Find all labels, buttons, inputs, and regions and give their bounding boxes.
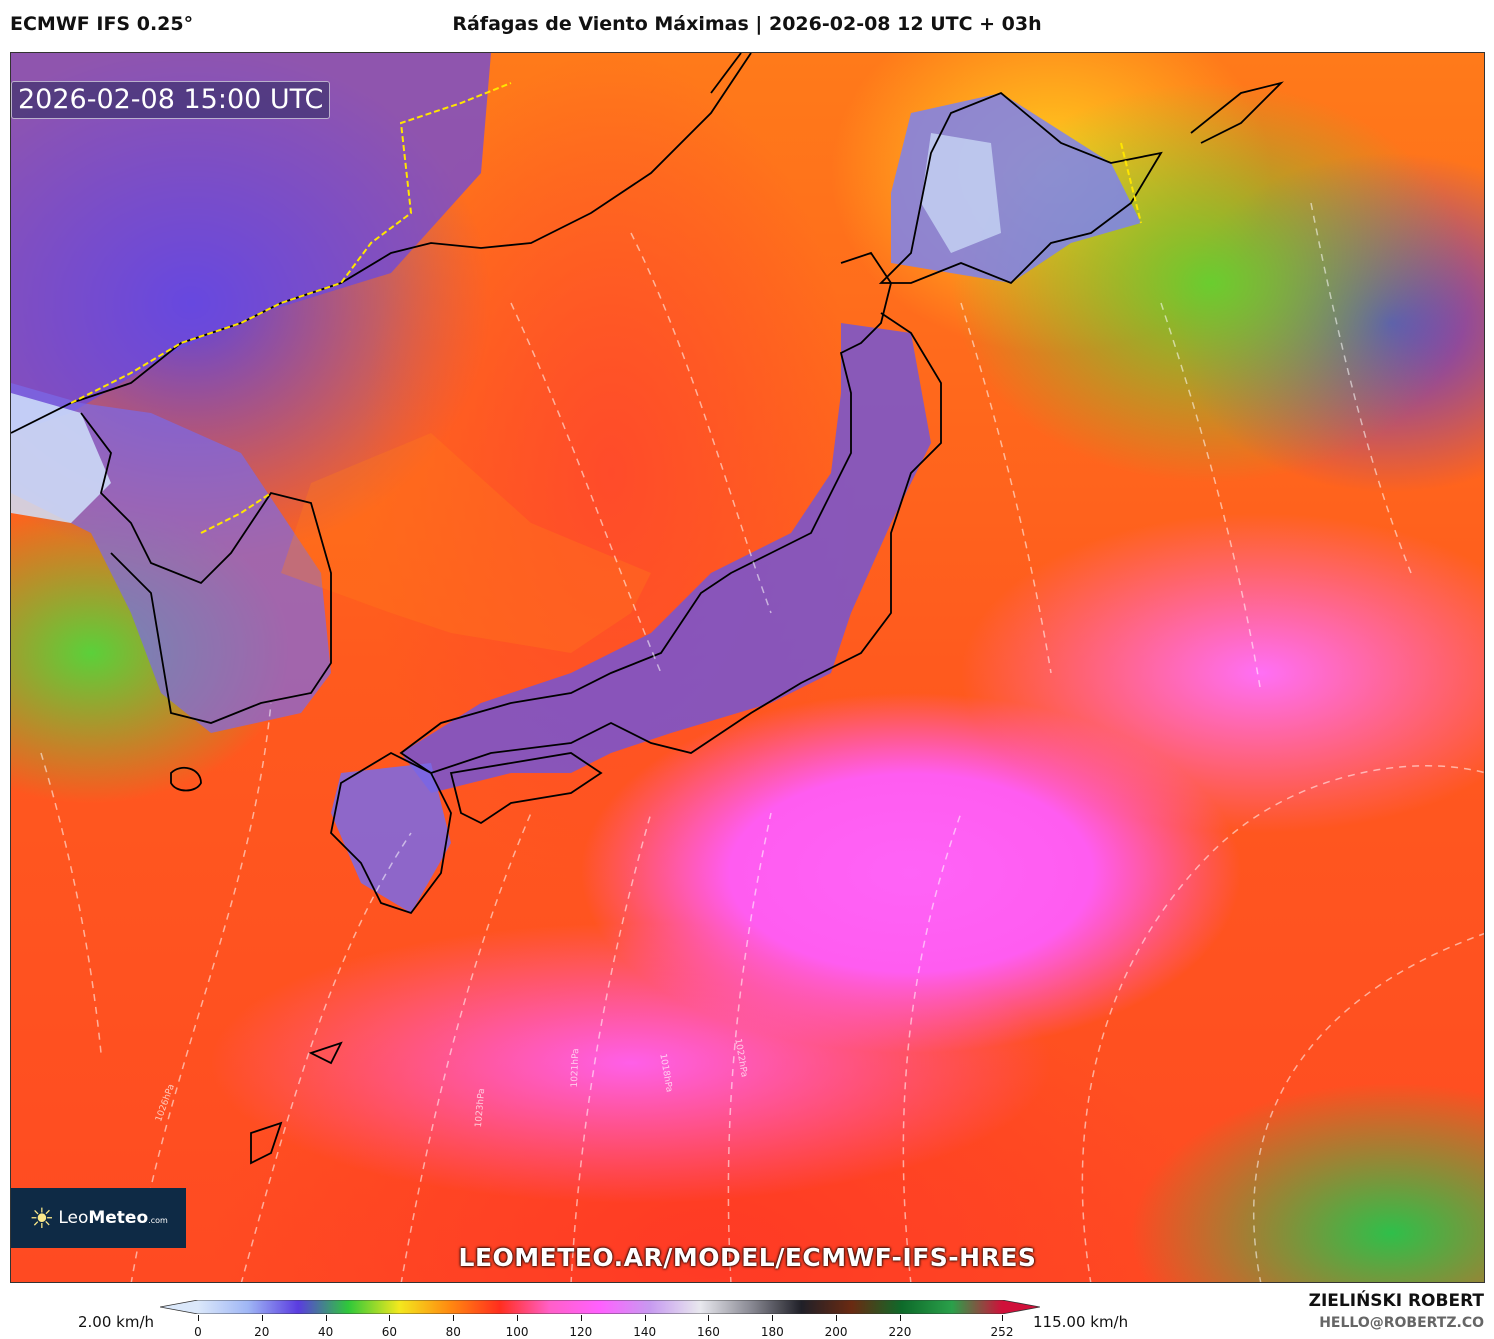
url-watermark: LEOMETEO.AR/MODEL/ECMWF-IFS-HRES (458, 1243, 1037, 1272)
colorbar-tick-label: 100 (505, 1325, 529, 1339)
colorbar-tick-label: 0 (194, 1325, 202, 1339)
colorbar-tick-label: 252 (990, 1325, 1014, 1339)
leometeo-logo[interactable]: ☀ LeoMeteo.com (11, 1188, 186, 1248)
colorbar-tick-label: 160 (697, 1325, 720, 1339)
colorbar-tick-label: 140 (633, 1325, 657, 1339)
colorbar-tick-mark (198, 1315, 199, 1321)
colorbar-tick-mark (453, 1315, 455, 1321)
colorbar-tick-label: 40 (317, 1325, 334, 1339)
colorbar-tick-mark (389, 1315, 391, 1321)
colorbar-tick-label: 180 (760, 1325, 784, 1339)
colorbar-tick-mark (1002, 1315, 1003, 1321)
colorbar-tick-mark (644, 1315, 646, 1321)
colorbar-tick-mark (708, 1315, 710, 1321)
coastlines (11, 53, 1484, 1282)
colorbar-tick-label: 20 (254, 1325, 270, 1339)
isobar-label: 1021hPa (569, 1048, 582, 1088)
chart-title: Ráfagas de Viento Máximas | 2026-02-08 1… (0, 13, 1494, 35)
colorbar (160, 1300, 1040, 1314)
colorbar-tick-label: 120 (569, 1325, 593, 1339)
logo-text: LeoMeteo.com (58, 1208, 168, 1228)
colorbar-tick-label: 200 (824, 1325, 848, 1339)
colorbar-tick-label: 220 (888, 1325, 912, 1339)
wind-gust-map: 1026hPa 1023hPa 1021hPa 1018hPa 1022hPa … (10, 52, 1485, 1283)
sun-icon: ☀ (29, 1201, 55, 1235)
colorbar-max-label: 115.00 km/h (1033, 1313, 1129, 1331)
colorbar-tick-mark (899, 1315, 901, 1321)
colorbar-tick-mark (261, 1315, 263, 1321)
author-email: HELLO@ROBERTZ.CO (1319, 1315, 1484, 1331)
colorbar-tick-mark (325, 1315, 327, 1321)
colorbar-tick-label: 80 (445, 1325, 461, 1339)
model-name: ECMWF IFS 0.25° (10, 13, 194, 35)
colorbar-tick-mark (580, 1315, 582, 1321)
colorbar-tick-mark (517, 1315, 519, 1321)
colorbar-tick-mark (772, 1315, 774, 1321)
colorbar-tick-label: 60 (381, 1325, 398, 1339)
chart-title-text: Ráfagas de Viento Máximas | 2026-02-08 1… (452, 13, 1042, 35)
valid-time-label: 2026-02-08 15:00 UTC (11, 81, 331, 119)
colorbar-tick-mark (836, 1315, 838, 1321)
colorbar-min-label: 2.00 km/h (78, 1313, 155, 1331)
author-credit: ZIELIŃSKI ROBERT (1308, 1291, 1484, 1311)
